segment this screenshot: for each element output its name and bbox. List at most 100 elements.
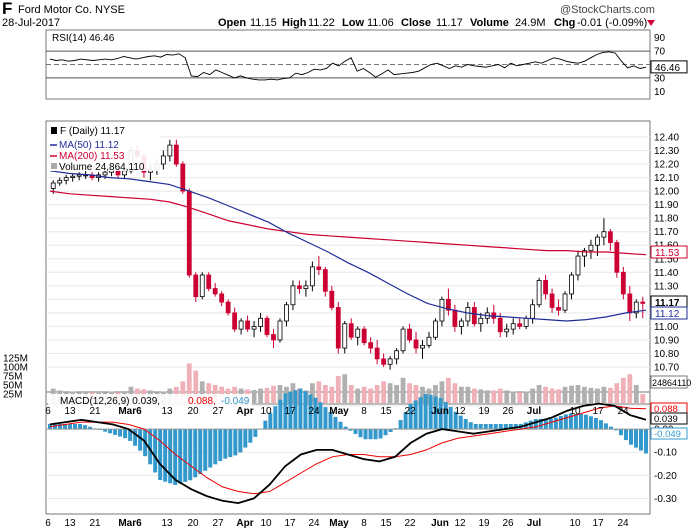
candle-body (303, 285, 309, 289)
macd-histogram-bar (498, 423, 503, 430)
macd-histogram-bar (303, 391, 308, 430)
macd-histogram-bar (548, 418, 553, 430)
macd-histogram-bar (398, 420, 403, 430)
x-axis-label: 8 (361, 518, 367, 529)
x-axis-label: Jul (527, 406, 542, 417)
signal-tag-text: 0.088 (654, 404, 678, 415)
x-axis-label: 13 (161, 518, 173, 529)
volume-bar (180, 381, 186, 403)
macd-histogram-bar (348, 429, 353, 431)
volume-bar (491, 390, 497, 403)
candle-body (601, 231, 607, 238)
volume-bar (504, 390, 510, 403)
volume-bar (439, 381, 445, 403)
volume-bar (199, 381, 205, 403)
volume-bar (620, 377, 626, 403)
macd-histogram-bar (448, 406, 453, 430)
macd-histogram-bar (453, 411, 458, 430)
candle-body (335, 307, 341, 349)
macd-histogram-bar (198, 429, 203, 475)
ma50-tag (650, 306, 688, 320)
volume-bar (290, 383, 296, 403)
macd-histogram-bar (403, 411, 408, 430)
macd-histogram-bar (283, 393, 288, 430)
volume-bar (471, 388, 477, 403)
volume-bar (582, 386, 587, 403)
candle-body (381, 358, 387, 365)
candle-body (420, 344, 425, 349)
x-axis-label: 6 (45, 518, 51, 529)
price-tick-label: 12.00 (654, 187, 679, 198)
macd-histogram-bar (328, 412, 333, 430)
macd-histogram-bar (343, 426, 348, 430)
price-tick-label: 12.20 (654, 160, 679, 171)
candle-body (543, 280, 548, 295)
x-axis-label: 24 (617, 518, 629, 529)
ma50-line (49, 170, 647, 322)
macd-histogram-bar (373, 429, 378, 440)
macd-histogram-bar (153, 429, 158, 473)
x-axis-label: 26 (502, 518, 514, 529)
x-axis-label: May (329, 406, 349, 417)
quote-summary: Open 11.15 High 11.22 Low 11.06 Close 11… (218, 17, 655, 29)
candle-body (426, 336, 432, 346)
candle-body (361, 328, 367, 344)
price-tick-label: 11.70 (654, 227, 679, 238)
macd-label-hist: -0.049 (221, 396, 250, 407)
candle-body (374, 347, 380, 360)
candle-body (627, 293, 633, 314)
volume-bar (458, 386, 464, 403)
x-axis-label: 26 (502, 406, 514, 417)
price-tick-label: 11.30 (654, 281, 679, 292)
macd-histogram-bar (428, 394, 433, 430)
candle-body (186, 190, 192, 276)
ma200-line (49, 190, 647, 256)
candle-body (193, 274, 199, 298)
low-value: 11.06 (367, 17, 394, 29)
macd-histogram-bar (468, 422, 473, 430)
candle-body (413, 339, 419, 349)
macd-histogram-bar (608, 426, 613, 430)
macd-histogram-bar (148, 429, 153, 465)
macd-histogram-bar (473, 423, 478, 430)
macd-histogram-bar (333, 416, 338, 430)
x-axis-label: 20 (187, 406, 199, 417)
rsi-tick-label: 10 (654, 87, 666, 98)
candle-body (76, 174, 82, 177)
low-label: Low (342, 17, 364, 29)
candle-body (199, 274, 205, 298)
price-tick-label: 11.00 (654, 322, 679, 333)
volume-bar (595, 388, 600, 403)
volume-bar (452, 383, 458, 403)
price-tags: 11.53 11.17 11.12 24864110 (650, 245, 691, 389)
macd-histogram-bar (408, 403, 413, 430)
volume-bar (517, 392, 523, 403)
volume-bar (342, 374, 348, 403)
macd-histogram-bar (603, 423, 608, 430)
macd-histogram-bar (248, 429, 253, 443)
x-axis-label: 24 (617, 406, 629, 417)
x-axis-label: 6 (45, 406, 51, 417)
hist-tag-text: -0.049 (654, 429, 681, 440)
volume-legend-label: Volume 24,864,110 (59, 162, 145, 173)
candle-legend-icon (51, 127, 57, 134)
rsi-gridlines (46, 50, 650, 79)
macd-histogram-bar (193, 429, 198, 478)
candle-body (523, 317, 529, 327)
volume-bar (607, 387, 613, 403)
macd-histogram-bar (223, 429, 228, 459)
candle-body (50, 182, 56, 189)
macd-histogram-bar (163, 429, 168, 482)
macd-histogram-bar (233, 429, 238, 456)
x-axis-label: Jul (527, 518, 542, 529)
macd-histogram-bar (418, 397, 423, 430)
volume-bar (258, 388, 263, 403)
volume-bar (601, 386, 607, 403)
macd-histogram-bar (563, 414, 568, 430)
volume-bar (271, 385, 276, 403)
macd-histogram-bar (138, 429, 143, 451)
macd-label-signal: 0.088, (188, 396, 216, 407)
volume-bar (206, 383, 212, 403)
volume-bar (374, 385, 380, 403)
